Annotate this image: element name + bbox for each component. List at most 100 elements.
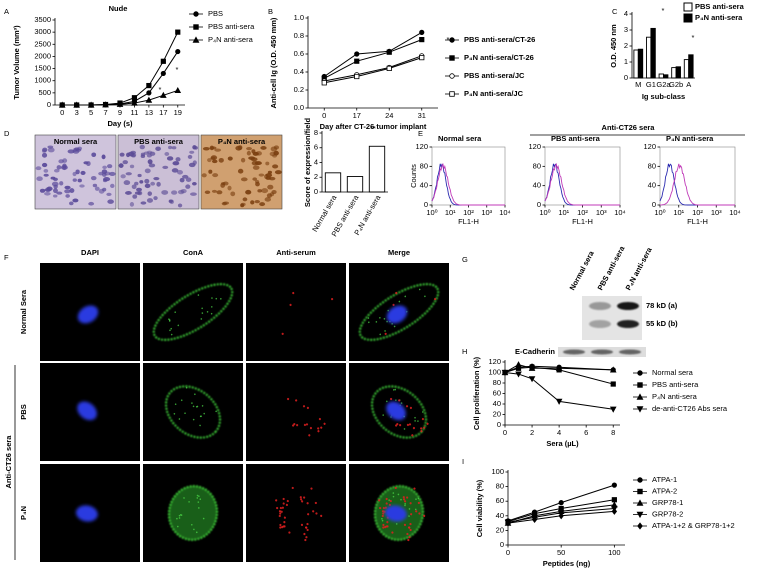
data-point	[131, 99, 138, 106]
y-tick-label: 80	[496, 482, 504, 491]
legend-swatch	[683, 13, 693, 23]
data-point	[558, 500, 564, 506]
legend-marker	[449, 55, 455, 61]
series-line	[323, 31, 423, 77]
y-tick-label: 40	[420, 181, 428, 190]
data-point	[611, 497, 617, 503]
antiserum-speck	[278, 510, 282, 513]
cell-nucleus	[254, 179, 260, 184]
cell-nucleus	[35, 166, 42, 171]
data-point	[58, 101, 66, 108]
cell-nucleus	[98, 188, 105, 194]
annotation: *	[159, 85, 162, 94]
cona-speck	[197, 294, 200, 296]
chart-title: Normal sera	[438, 134, 482, 143]
data-point	[609, 366, 617, 373]
data-point	[609, 406, 617, 413]
cona-speck	[191, 523, 193, 526]
x-tick-label: 10¹	[445, 208, 456, 217]
annotation: *	[447, 35, 450, 44]
chart-title: P₄N anti-sera	[666, 134, 714, 143]
y-axis-label: Score of expression/field	[303, 117, 312, 207]
antiserum-speck	[312, 510, 315, 513]
legend-marker	[636, 406, 644, 413]
y-tick-label: 2000	[34, 51, 51, 60]
legend-label: PBS anti-sera/CT-26	[464, 35, 535, 44]
cona-speck	[387, 309, 390, 312]
cell-nucleus	[118, 163, 124, 168]
bar	[658, 73, 664, 79]
antiserum-speck	[285, 503, 289, 507]
cona-speck	[198, 495, 200, 498]
cona-speck	[414, 416, 416, 419]
cell-nucleus	[246, 150, 251, 156]
data-point	[386, 49, 392, 55]
cell-nucleus	[230, 191, 236, 197]
antiserum-speck	[421, 417, 425, 421]
data-point	[160, 70, 166, 77]
cona-speck	[367, 317, 370, 319]
antiserum-speck	[299, 496, 302, 499]
legend-marker	[637, 370, 643, 376]
cona-speck	[200, 318, 203, 320]
annotation: **	[370, 124, 376, 133]
cona-speck	[188, 501, 190, 503]
cell-nucleus	[67, 149, 75, 154]
panel-letter: I	[462, 457, 464, 466]
antiserum-speck	[403, 523, 407, 526]
bar	[646, 36, 652, 79]
legend-label: GRP78-2	[652, 509, 683, 518]
x-tick-label: 10¹	[673, 208, 684, 217]
cona-speck	[392, 389, 395, 391]
data-point	[175, 29, 181, 35]
data-point	[354, 73, 360, 80]
legend-label: ATPA-1	[652, 475, 677, 484]
cell-nucleus	[242, 197, 248, 202]
antiserum-speck	[407, 538, 410, 542]
cona-speck	[210, 312, 213, 315]
x-tick-label: 10²	[577, 208, 588, 217]
antiserum-speck	[296, 424, 299, 427]
legend-marker	[192, 36, 200, 43]
cell	[75, 505, 98, 522]
antiserum-speck	[301, 500, 304, 503]
y-tick-label: 40	[493, 399, 501, 408]
y-axis-label: Cell viability (%)	[475, 479, 484, 537]
legend-marker	[193, 24, 199, 30]
cona-speck	[210, 306, 213, 308]
cona-speck	[414, 508, 417, 511]
cell-nucleus	[216, 190, 223, 195]
cell-nucleus	[164, 152, 170, 157]
antiserum-speck	[283, 525, 286, 528]
y-tick-label: 6	[314, 143, 318, 152]
y-tick-label: 80	[420, 161, 428, 170]
cona-speck	[201, 312, 204, 314]
antiserum-speck	[283, 521, 286, 524]
antiserum-speck	[300, 523, 304, 526]
x-tick-label: 10⁴	[499, 208, 511, 217]
cell	[77, 401, 97, 421]
cona-speck	[206, 310, 209, 313]
cona-speck	[195, 406, 198, 408]
x-tick-label: 24	[385, 111, 393, 120]
antiserum-speck	[292, 291, 295, 295]
cell-nucleus	[72, 171, 77, 177]
cell-nucleus	[227, 185, 232, 191]
x-tick-label: 9	[118, 108, 122, 117]
legend-marker	[193, 11, 199, 17]
cona-speck	[220, 298, 222, 300]
data-point	[146, 90, 152, 96]
annotation: *	[662, 6, 665, 15]
cell-nucleus	[187, 154, 193, 159]
antiserum-speck	[386, 525, 389, 528]
bar	[675, 66, 681, 79]
x-tick-label: 10³	[481, 208, 492, 217]
cell-nucleus	[79, 184, 85, 188]
bar	[633, 49, 639, 79]
cell-nucleus	[192, 181, 197, 186]
cell-nucleus	[134, 181, 139, 186]
antiserum-speck	[288, 531, 291, 534]
cell-nucleus	[110, 183, 115, 189]
cell-nucleus	[254, 200, 260, 204]
